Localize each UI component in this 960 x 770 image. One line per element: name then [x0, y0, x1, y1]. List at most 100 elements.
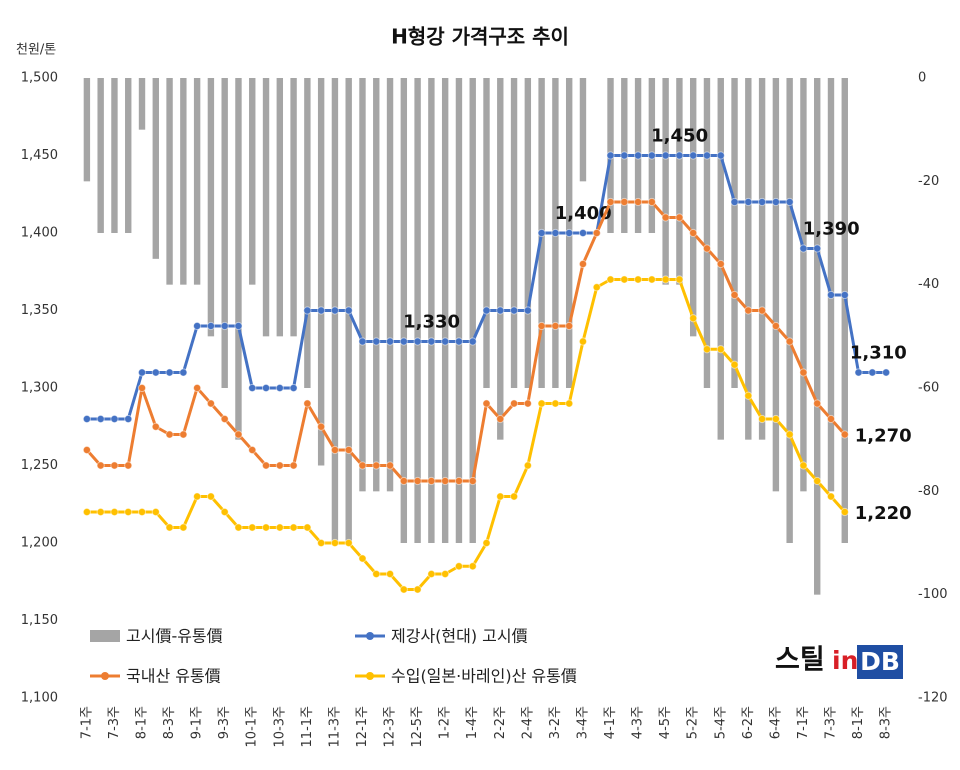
x-tick-label: 7-1주 — [79, 706, 94, 739]
marker — [358, 461, 367, 470]
marker — [840, 290, 849, 300]
y-tick-label: 1,300 — [21, 381, 58, 396]
marker — [661, 275, 670, 284]
marker — [813, 476, 822, 486]
marker — [620, 151, 629, 160]
marker — [399, 476, 408, 486]
x-tick-label: 2-4주 — [520, 706, 535, 739]
marker — [689, 151, 698, 160]
data-label: 1,390 — [803, 219, 860, 240]
marker — [358, 554, 367, 563]
x-tick-label: 6-4주 — [768, 706, 783, 739]
marker — [454, 337, 464, 346]
marker — [275, 461, 284, 470]
bar — [483, 78, 490, 388]
y2-tick-label: -120 — [918, 691, 948, 706]
marker — [757, 197, 767, 207]
marker — [137, 368, 147, 377]
bar — [814, 78, 821, 595]
x-tick-label: 10-1주 — [245, 706, 260, 748]
marker — [771, 321, 780, 331]
data-label: 1,450 — [651, 126, 708, 147]
marker — [344, 538, 353, 548]
bar — [249, 78, 256, 285]
marker — [317, 306, 326, 315]
marker — [509, 306, 519, 315]
marker — [82, 507, 91, 517]
bar — [180, 78, 187, 285]
marker — [854, 368, 863, 377]
marker — [716, 345, 725, 354]
bar — [676, 78, 683, 285]
marker — [496, 414, 505, 424]
marker — [523, 306, 532, 315]
bar — [772, 78, 780, 492]
x-tick-label: 4-5주 — [658, 706, 673, 739]
marker — [206, 321, 216, 331]
y-axis-unit: 천원/톤 — [16, 43, 56, 58]
bar — [235, 78, 242, 440]
marker — [716, 259, 725, 269]
marker — [785, 337, 794, 346]
marker — [82, 414, 91, 424]
bar — [166, 78, 173, 285]
bar — [221, 78, 228, 388]
bar — [152, 78, 159, 259]
marker — [441, 569, 450, 579]
x-tick-label: 3-4주 — [575, 706, 590, 739]
marker — [137, 507, 147, 517]
marker — [220, 414, 229, 424]
marker — [165, 368, 174, 377]
marker — [826, 414, 836, 424]
marker — [565, 228, 574, 238]
marker — [702, 345, 712, 354]
marker — [496, 492, 505, 501]
y2-tick-label: -60 — [918, 381, 939, 396]
legend-label: 국내산 유통價 — [126, 667, 221, 686]
x-tick-label: 8-3주 — [879, 706, 894, 739]
marker — [537, 228, 546, 238]
bar — [745, 78, 752, 440]
marker — [606, 275, 615, 284]
bar — [125, 78, 132, 233]
marker — [565, 321, 574, 331]
marker — [551, 321, 560, 331]
legend-swatch — [366, 672, 374, 680]
marker — [620, 197, 629, 207]
y-tick-label: 1,250 — [21, 458, 58, 473]
x-tick-label: 7-1주 — [796, 706, 811, 739]
marker — [427, 337, 436, 346]
x-tick-label: 4-3주 — [631, 706, 646, 739]
marker — [882, 368, 891, 377]
marker — [261, 383, 271, 393]
marker — [344, 306, 353, 315]
marker — [757, 306, 767, 315]
marker — [592, 283, 601, 292]
marker — [413, 476, 422, 486]
y-tick-label: 1,100 — [21, 691, 58, 706]
marker — [413, 337, 422, 346]
marker — [523, 461, 532, 470]
marker — [441, 476, 450, 486]
bar — [428, 78, 435, 543]
marker — [385, 461, 395, 470]
bar — [786, 78, 793, 543]
x-tick-label: 7-3주 — [107, 706, 122, 739]
marker — [124, 461, 133, 470]
marker — [330, 306, 340, 315]
marker — [385, 337, 395, 346]
legend-swatch — [90, 630, 120, 642]
marker — [633, 197, 643, 207]
x-tick-label: 4-1주 — [603, 706, 618, 739]
x-tick-label: 8-1주 — [851, 706, 866, 739]
marker — [606, 151, 615, 160]
bar — [510, 78, 518, 388]
x-tick-label: 8-1주 — [135, 706, 150, 739]
bar — [359, 78, 366, 492]
bar — [441, 78, 449, 543]
marker — [468, 562, 477, 571]
x-tick-label: 11-3주 — [327, 706, 342, 748]
marker — [730, 290, 739, 300]
